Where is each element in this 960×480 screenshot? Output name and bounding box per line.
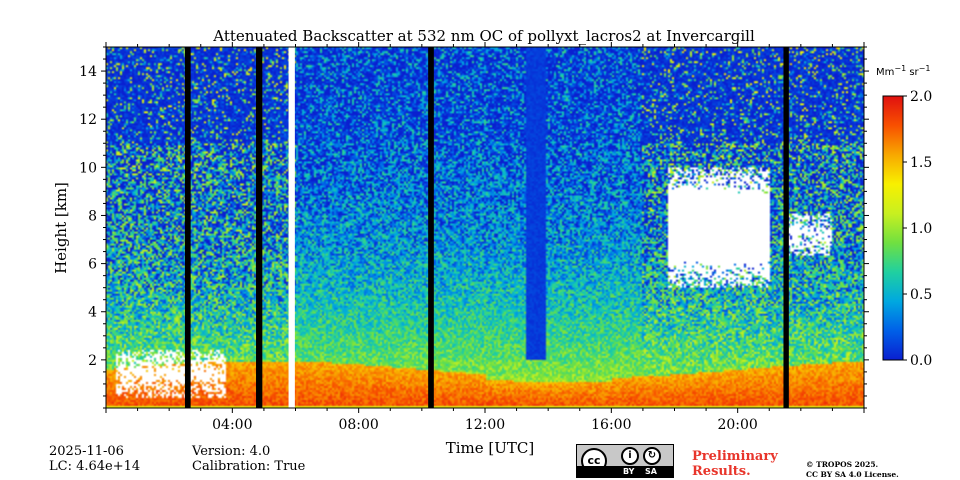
x-tick-label: 20:00 bbox=[717, 417, 757, 433]
data-gap-bar bbox=[288, 47, 295, 408]
attribution-icon: i bbox=[621, 447, 639, 465]
x-axis: 04:00 08:00 12:00 16:00 20:00 bbox=[105, 42, 865, 433]
colorbar-tick-label: 0.0 bbox=[910, 353, 932, 369]
y-axis: 2 4 6 8 10 12 14 bbox=[79, 46, 869, 409]
colorbar-unit-exp1: −1 bbox=[894, 64, 906, 73]
copyright-note: © TROPOS 2025. CC BY SA 4.0 License. bbox=[806, 460, 899, 480]
footer-version: Version: 4.0 bbox=[192, 444, 271, 459]
chart-title: Attenuated Backscatter at 532 nm OC of p… bbox=[212, 27, 755, 45]
share-alike-icon: ↻ bbox=[643, 447, 661, 465]
plot-area bbox=[105, 46, 865, 409]
x-tick-label: 12:00 bbox=[465, 417, 505, 433]
colorbar-unit-mid: sr bbox=[906, 67, 919, 78]
data-gap-bar bbox=[184, 47, 191, 408]
colorbar-unit-exp2: −1 bbox=[919, 64, 931, 73]
cc-license-badge: cc i ↻ BY SA bbox=[576, 444, 674, 478]
x-tick-label: 04:00 bbox=[212, 417, 252, 433]
footer-lc: LC: 4.64e+14 bbox=[49, 459, 141, 474]
data-gap-bar bbox=[428, 47, 434, 408]
footer-left: 2025-11-06 LC: 4.64e+14 bbox=[49, 444, 140, 474]
preliminary-line-1: Preliminary bbox=[692, 449, 778, 464]
colorbar-unit-main: Mm bbox=[876, 67, 894, 78]
colorbar-tick-label: 0.5 bbox=[910, 287, 932, 303]
x-axis-label: Time [UTC] bbox=[446, 439, 535, 457]
data-gap-bar bbox=[256, 47, 263, 408]
y-axis-label: Height [km] bbox=[52, 182, 70, 274]
y-tick-label: 10 bbox=[79, 160, 97, 176]
colorbar: 0.00.51.01.52.0 Mm−1 sr−1 bbox=[876, 64, 932, 369]
colorbar-tick-label: 2.0 bbox=[910, 89, 932, 105]
y-tick-label: 14 bbox=[79, 64, 97, 80]
colorbar-unit-label: Mm−1 sr−1 bbox=[876, 64, 930, 78]
x-tick-label: 08:00 bbox=[338, 417, 378, 433]
x-tick-label: 16:00 bbox=[591, 417, 631, 433]
cc-sa-label: SA bbox=[645, 467, 657, 476]
footer-middle: Version: 4.0 Calibration: True bbox=[192, 444, 305, 474]
footer-date: 2025-11-06 bbox=[49, 444, 124, 459]
preliminary-results-note: Preliminary Results. bbox=[692, 449, 778, 479]
colorbar-gradient bbox=[882, 95, 904, 361]
y-tick-label: 6 bbox=[88, 257, 97, 273]
copyright-line-2: CC BY SA 4.0 License. bbox=[806, 470, 899, 479]
y-tick-label: 2 bbox=[88, 353, 97, 369]
data-gaps bbox=[184, 47, 789, 408]
y-tick-label: 8 bbox=[88, 208, 97, 224]
colorbar-ticks: 0.0 0.5 1.0 1.5 2.0 bbox=[903, 89, 932, 369]
colorbar-tick-label: 1.5 bbox=[910, 155, 932, 171]
cc-badge-bar bbox=[577, 466, 673, 477]
colorbar-tick-label: 1.0 bbox=[910, 221, 932, 237]
data-gap-bar bbox=[783, 47, 789, 408]
footer-calibration: Calibration: True bbox=[192, 459, 306, 474]
copyright-line-1: © TROPOS 2025. bbox=[806, 460, 879, 469]
y-tick-label: 12 bbox=[79, 112, 97, 128]
cc-by-label: BY bbox=[623, 467, 635, 476]
preliminary-line-2: Results. bbox=[692, 464, 751, 479]
y-tick-label: 4 bbox=[88, 305, 97, 321]
backscatter-heatmap bbox=[106, 47, 864, 408]
